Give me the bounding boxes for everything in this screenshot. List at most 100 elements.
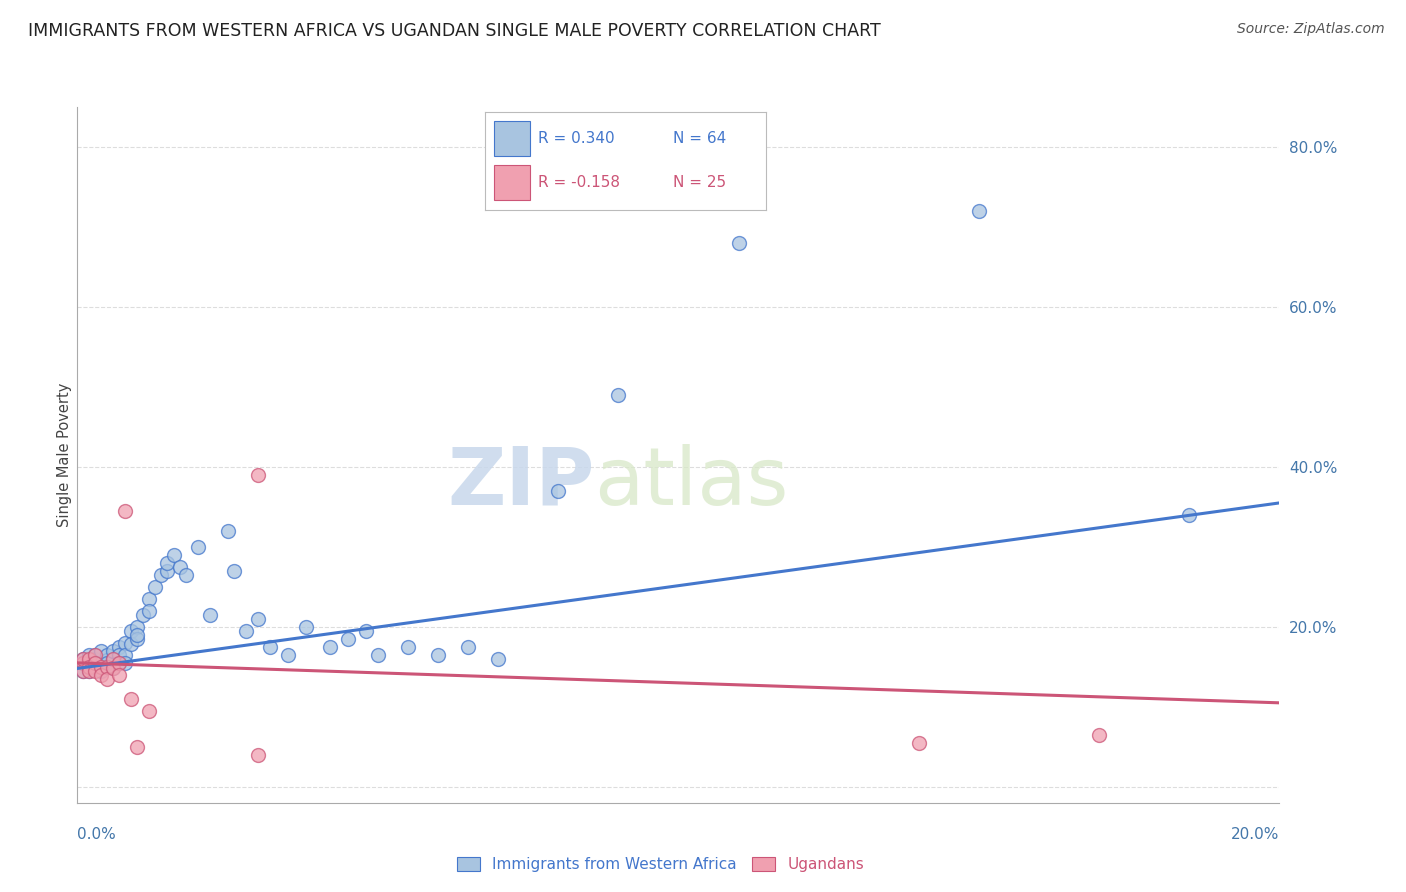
Point [79, 660, 101, 674]
Point [486, 652, 509, 666]
Point [235, 624, 257, 638]
Point [427, 648, 450, 662]
Point [103, 644, 125, 658]
Point [138, 604, 160, 618]
Point [72, 656, 94, 670]
Point [79, 653, 101, 667]
Point [127, 632, 149, 646]
Point [132, 607, 155, 622]
Point [72, 664, 94, 678]
Point [354, 624, 377, 638]
Point [187, 540, 209, 554]
Point [114, 504, 136, 518]
Point [114, 648, 136, 662]
Point [103, 661, 125, 675]
Point [72, 656, 94, 670]
Point [547, 483, 569, 498]
Point [162, 548, 184, 562]
Point [96, 660, 118, 674]
Point [84, 656, 107, 670]
Point [90, 664, 112, 678]
Point [90, 660, 112, 674]
Point [127, 620, 149, 634]
Point [90, 668, 112, 682]
Point [169, 560, 191, 574]
Point [607, 388, 630, 402]
Point [336, 632, 359, 646]
Point [84, 664, 107, 678]
Bar [494, 166, 530, 200]
Point [72, 664, 94, 678]
Bar [494, 121, 530, 155]
Text: ZIP: ZIP [447, 443, 595, 522]
Point [120, 691, 142, 706]
Text: 20.0%: 20.0% [1232, 827, 1279, 841]
Point [84, 656, 107, 670]
Point [114, 656, 136, 670]
Text: N = 64: N = 64 [673, 131, 727, 146]
Text: R = 0.340: R = 0.340 [538, 131, 614, 146]
Point [108, 656, 131, 670]
Point [246, 612, 269, 626]
Point [1178, 508, 1201, 522]
Text: 0.0%: 0.0% [77, 827, 117, 841]
Y-axis label: Single Male Poverty: Single Male Poverty [56, 383, 72, 527]
Point [72, 652, 94, 666]
Point [217, 524, 239, 538]
Point [114, 636, 136, 650]
Point [127, 739, 149, 754]
Point [96, 653, 118, 667]
Point [127, 628, 149, 642]
Point [79, 664, 101, 678]
Text: atlas: atlas [595, 443, 789, 522]
Text: Source: ZipAtlas.com: Source: ZipAtlas.com [1237, 22, 1385, 37]
Point [259, 640, 281, 654]
Point [108, 656, 131, 670]
Point [96, 656, 118, 670]
Point [120, 624, 142, 638]
Point [156, 564, 179, 578]
Text: R = -0.158: R = -0.158 [538, 175, 620, 190]
Point [222, 564, 245, 578]
Point [277, 648, 299, 662]
Point [84, 652, 107, 666]
Point [90, 644, 112, 658]
Point [246, 467, 269, 482]
Point [84, 660, 107, 674]
Point [108, 668, 131, 682]
Point [103, 652, 125, 666]
Point [457, 640, 479, 654]
Point [96, 660, 118, 674]
Point [727, 235, 749, 250]
Point [1088, 728, 1111, 742]
Legend: Immigrants from Western Africa, Ugandans: Immigrants from Western Africa, Ugandans [450, 849, 872, 880]
Point [198, 607, 221, 622]
Point [84, 648, 107, 662]
Point [367, 648, 389, 662]
Point [908, 736, 931, 750]
Point [150, 567, 173, 582]
Point [79, 664, 101, 678]
Point [174, 567, 197, 582]
Text: IMMIGRANTS FROM WESTERN AFRICA VS UGANDAN SINGLE MALE POVERTY CORRELATION CHART: IMMIGRANTS FROM WESTERN AFRICA VS UGANDA… [28, 22, 882, 40]
Text: N = 25: N = 25 [673, 175, 727, 190]
Point [396, 640, 419, 654]
Point [72, 652, 94, 666]
Point [294, 620, 316, 634]
Point [79, 652, 101, 666]
Point [96, 672, 118, 686]
Point [145, 580, 167, 594]
Point [103, 661, 125, 675]
Point [246, 747, 269, 762]
Point [120, 637, 142, 651]
Point [79, 648, 101, 662]
Point [96, 648, 118, 662]
Point [90, 656, 112, 670]
Point [79, 661, 101, 675]
Point [108, 648, 131, 662]
Point [319, 640, 342, 654]
Point [138, 591, 160, 606]
Point [138, 704, 160, 718]
Point [967, 204, 990, 219]
Point [103, 652, 125, 666]
